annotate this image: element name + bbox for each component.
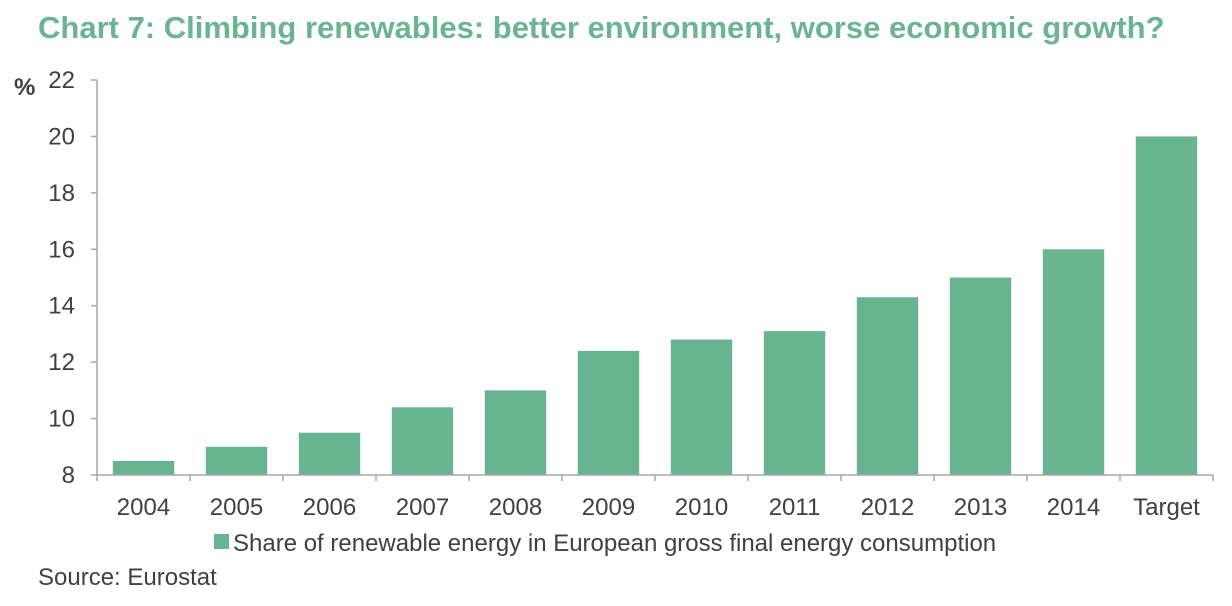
- bar-target: [1135, 136, 1198, 475]
- bar-2013: [949, 277, 1012, 475]
- x-tick-label: 2009: [582, 494, 635, 521]
- legend-swatch: [214, 534, 229, 549]
- source-note: Source: Eurostat: [38, 564, 217, 591]
- x-tick-label: 2004: [117, 494, 170, 521]
- x-tick-label: 2010: [675, 494, 728, 521]
- bar-2011: [763, 331, 826, 475]
- x-tick-label: 2008: [489, 494, 542, 521]
- y-tick-label: 10: [48, 406, 75, 433]
- bar-2005: [205, 446, 268, 475]
- y-axis: 8 10 12 14 16 18 20 22: [48, 67, 98, 489]
- bar-2006: [298, 432, 361, 475]
- x-tick-label: 2005: [210, 494, 263, 521]
- x-tick-label: 2013: [954, 494, 1007, 521]
- y-tick-label: 20: [48, 123, 75, 150]
- y-tick-label: 16: [48, 236, 75, 263]
- chart-title: Chart 7: Climbing renewables: better env…: [38, 10, 1165, 45]
- y-tick-label: 22: [48, 67, 75, 94]
- x-tick-label: 2012: [861, 494, 914, 521]
- y-tick-label: 18: [48, 180, 75, 207]
- x-axis: 2004 2005 2006 2007 2008 2009 2010 2011 2012 2013…: [96, 474, 1214, 521]
- x-tick-label: Target: [1133, 494, 1200, 521]
- legend-label: Share of renewable energy in European gr…: [233, 530, 996, 557]
- bar-2008: [484, 390, 547, 475]
- x-tick-label: 2011: [769, 494, 821, 521]
- bar-2009: [577, 350, 640, 475]
- y-tick-label: 8: [62, 462, 75, 489]
- bars: [112, 136, 1198, 475]
- x-tick-label: 2014: [1047, 494, 1100, 521]
- legend: Share of renewable energy in European gr…: [214, 530, 996, 557]
- y-axis-unit-label: %: [14, 74, 35, 101]
- bar-2007: [391, 407, 454, 475]
- x-tick-label: 2006: [303, 494, 356, 521]
- bar-2010: [670, 339, 733, 475]
- y-tick-label: 14: [48, 293, 75, 320]
- bar-2014: [1042, 249, 1105, 475]
- y-tick-label: 12: [48, 349, 75, 376]
- x-tick-label: 2007: [396, 494, 449, 521]
- bar-2012: [856, 297, 919, 475]
- bar-2004: [112, 460, 175, 475]
